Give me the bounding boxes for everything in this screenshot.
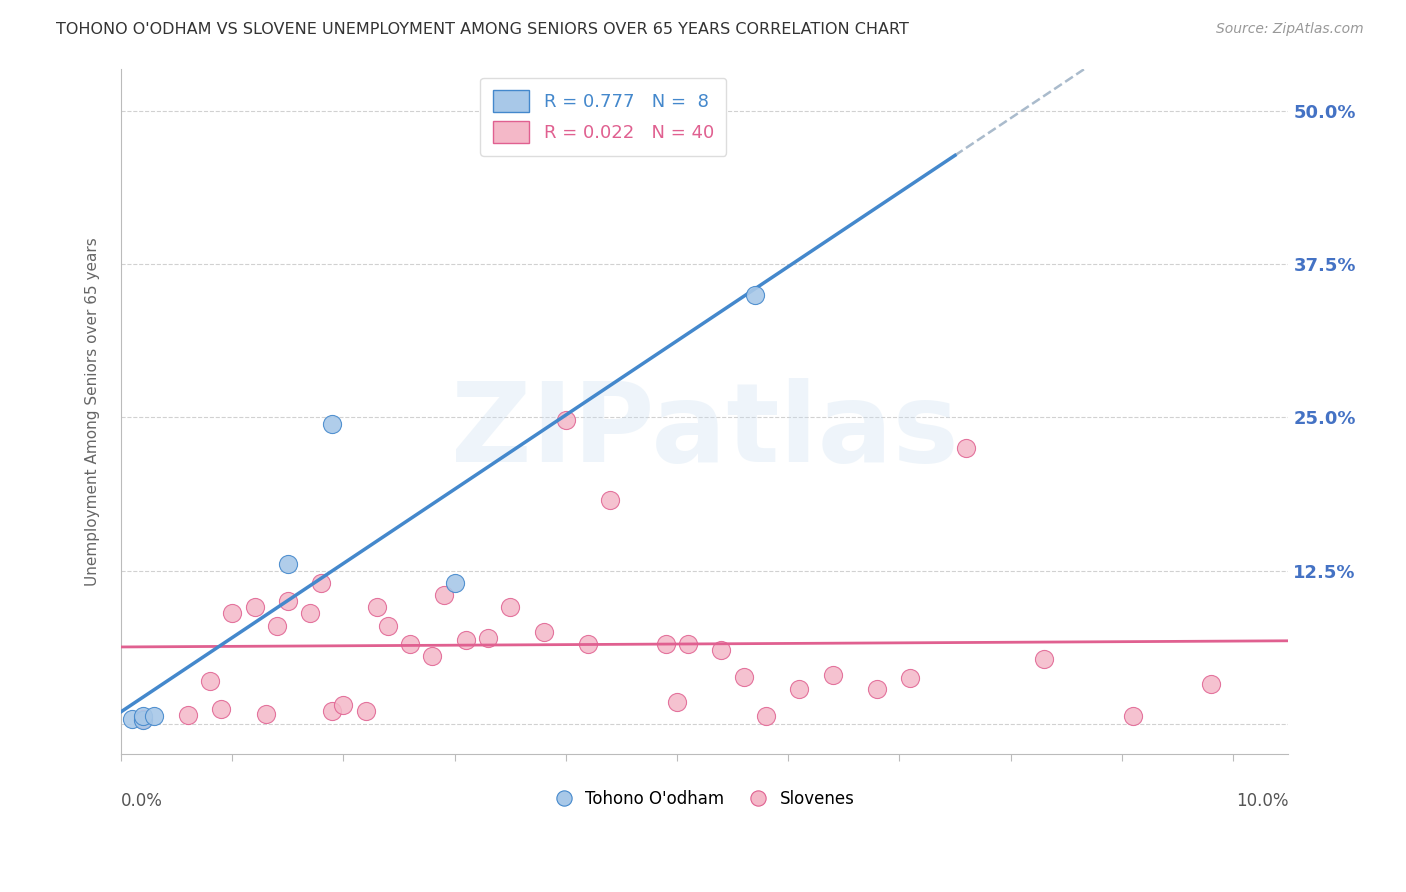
Point bbox=[576, 637, 599, 651]
Point bbox=[599, 492, 621, 507]
Point bbox=[309, 575, 332, 590]
Point bbox=[755, 709, 778, 723]
Point bbox=[655, 637, 678, 651]
Point bbox=[198, 673, 221, 688]
Point bbox=[955, 441, 977, 455]
Text: ZIPatlas: ZIPatlas bbox=[451, 378, 959, 485]
Point bbox=[299, 607, 322, 621]
Point bbox=[900, 671, 922, 685]
Point bbox=[321, 704, 343, 718]
Point bbox=[866, 682, 889, 697]
Point bbox=[366, 600, 388, 615]
Point bbox=[710, 643, 733, 657]
Point bbox=[477, 631, 499, 645]
Point bbox=[377, 618, 399, 632]
Point bbox=[399, 637, 422, 651]
Point bbox=[821, 667, 844, 681]
Point bbox=[177, 708, 200, 723]
Text: 10.0%: 10.0% bbox=[1236, 792, 1288, 810]
Point bbox=[533, 624, 555, 639]
Point bbox=[1122, 709, 1144, 723]
Point bbox=[499, 600, 522, 615]
Point bbox=[1032, 651, 1054, 665]
Point bbox=[132, 709, 155, 723]
Text: Source: ZipAtlas.com: Source: ZipAtlas.com bbox=[1216, 22, 1364, 37]
Text: 0.0%: 0.0% bbox=[121, 792, 163, 810]
Point bbox=[243, 600, 266, 615]
Point bbox=[676, 637, 699, 651]
Point bbox=[209, 702, 232, 716]
Point bbox=[277, 558, 299, 572]
Point bbox=[254, 706, 277, 721]
Point bbox=[443, 575, 465, 590]
Point bbox=[554, 413, 576, 427]
Point bbox=[454, 633, 477, 648]
Point bbox=[354, 704, 377, 718]
Point bbox=[789, 682, 811, 697]
Point bbox=[132, 712, 155, 726]
Point bbox=[132, 713, 155, 727]
Text: TOHONO O'ODHAM VS SLOVENE UNEMPLOYMENT AMONG SENIORS OVER 65 YEARS CORRELATION C: TOHONO O'ODHAM VS SLOVENE UNEMPLOYMENT A… bbox=[56, 22, 910, 37]
Point bbox=[1199, 677, 1222, 691]
Point bbox=[332, 698, 354, 713]
Point bbox=[422, 649, 444, 664]
Point bbox=[733, 670, 755, 684]
Point bbox=[432, 588, 454, 602]
Point bbox=[221, 607, 243, 621]
Point bbox=[277, 594, 299, 608]
Point bbox=[143, 709, 166, 723]
Y-axis label: Unemployment Among Seniors over 65 years: Unemployment Among Seniors over 65 years bbox=[86, 237, 100, 586]
Legend: Tohono O'odham, Slovenes: Tohono O'odham, Slovenes bbox=[548, 783, 860, 814]
Point bbox=[666, 695, 689, 709]
Point bbox=[321, 417, 343, 431]
Point bbox=[121, 712, 143, 726]
Point bbox=[744, 288, 766, 302]
Point bbox=[266, 618, 288, 632]
